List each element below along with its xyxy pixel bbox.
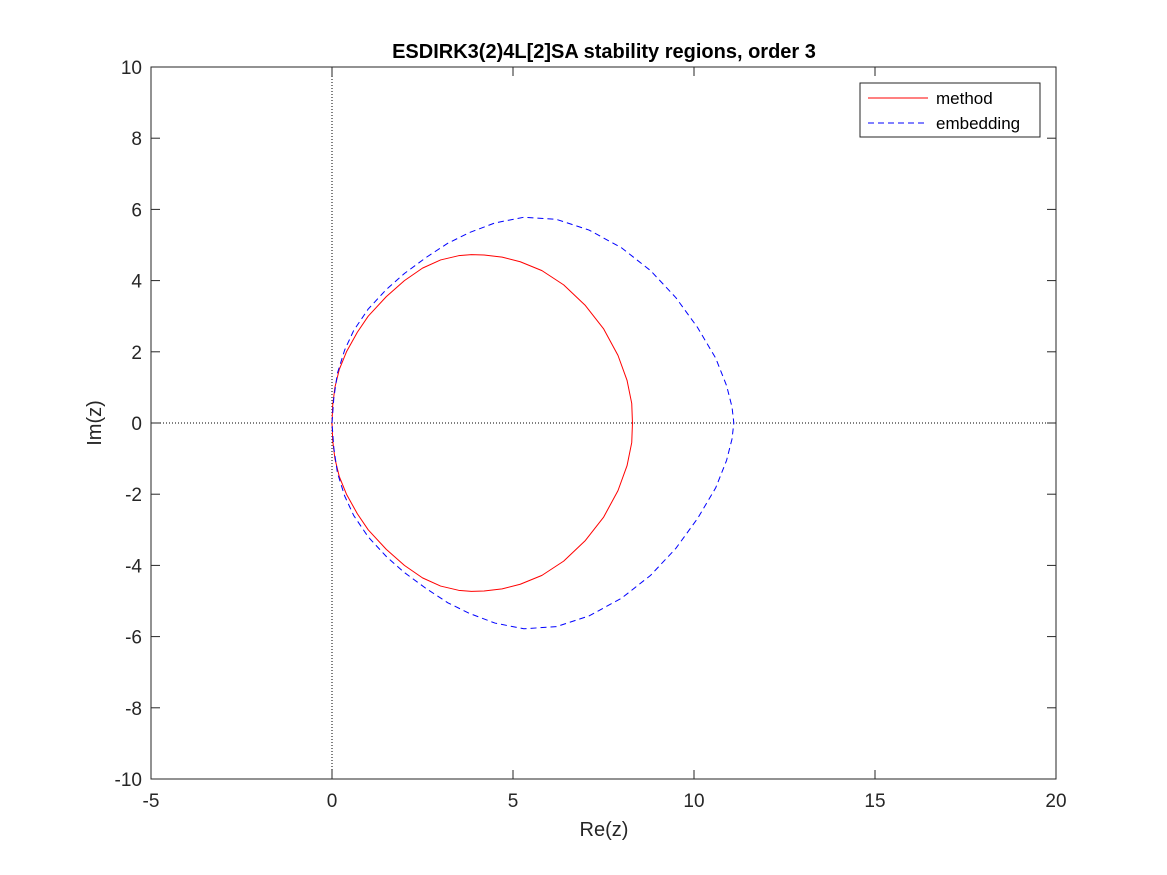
x-tick-label: 0 xyxy=(327,791,338,812)
x-tick-label: 10 xyxy=(683,791,704,812)
y-tick-label: 0 xyxy=(131,414,142,435)
y-tick-label: -10 xyxy=(115,770,142,791)
y-tick-label: -8 xyxy=(125,699,142,720)
y-axis-label: Im(z) xyxy=(84,400,106,446)
y-tick-label: -2 xyxy=(125,485,142,506)
chart-title: ESDIRK3(2)4L[2]SA stability regions, ord… xyxy=(392,41,816,63)
y-tick-label: 4 xyxy=(131,272,142,293)
series-line-embedding xyxy=(331,216,735,630)
series-layer xyxy=(331,216,735,630)
x-tick-label: -5 xyxy=(143,791,160,812)
x-tick-label: 20 xyxy=(1045,791,1066,812)
y-tick-label: 8 xyxy=(131,129,142,150)
series-line-method xyxy=(331,254,633,592)
axes-box xyxy=(150,66,1057,780)
y-tick-label: 6 xyxy=(131,200,142,221)
x-tick-label: 15 xyxy=(864,791,885,812)
y-tick-label: -6 xyxy=(125,628,142,649)
y-tick-label: 10 xyxy=(121,58,142,79)
legend: method embedding xyxy=(859,82,1041,138)
x-axis-label: Re(z) xyxy=(580,819,629,841)
x-tick-label: 5 xyxy=(508,791,519,812)
plot-area xyxy=(151,67,1056,779)
legend-box xyxy=(859,82,1041,138)
axis-ticks: -5 0 5 10 15 20 -10 -8 -6 -4 -2 0 2 4 6 8 10 xyxy=(115,58,1067,812)
y-tick-label: -4 xyxy=(125,556,142,577)
y-tick-label: 2 xyxy=(131,343,142,364)
legend-embedding-label: embedding xyxy=(936,114,1020,133)
legend-method-label: method xyxy=(936,89,993,108)
